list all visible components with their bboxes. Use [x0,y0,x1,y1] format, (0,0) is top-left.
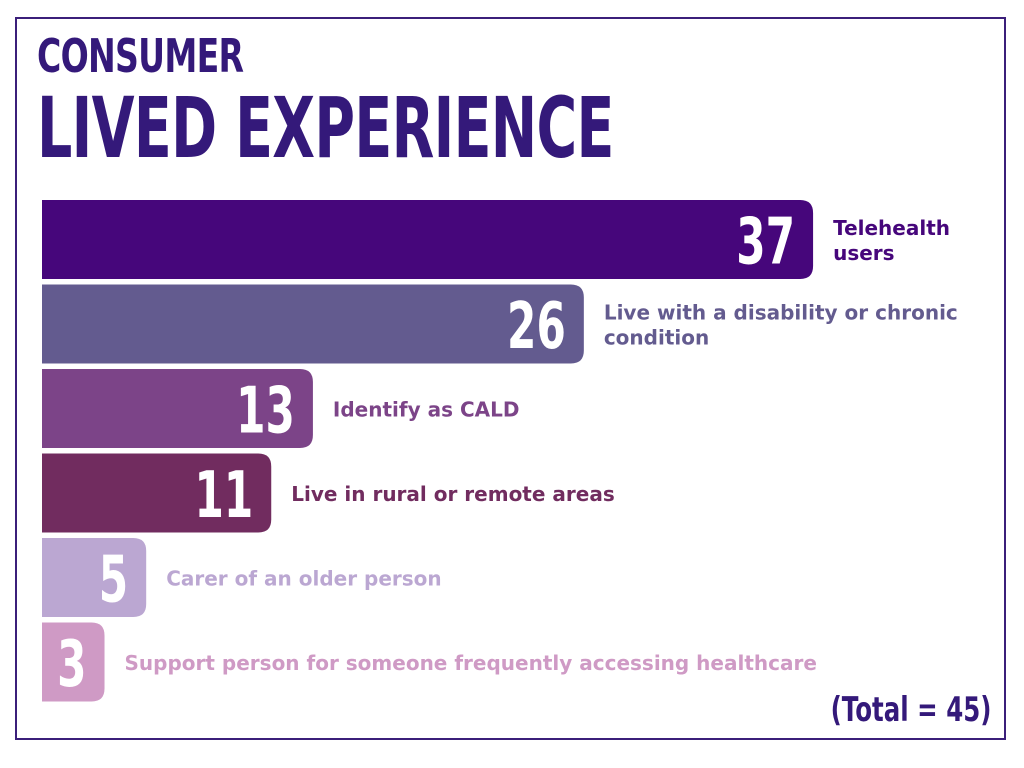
bar-value-label: 13 [236,373,295,447]
bar-category-label: Live with a disability or chronic conditi… [604,301,958,350]
bar-value-label: 5 [99,542,128,616]
bar [42,284,584,364]
bar [42,200,814,279]
bar [42,622,105,702]
bar-category-line: Carer of an older person [166,567,441,591]
bar-category-label: Support person for someone frequently ac… [125,651,817,675]
bar-value-label: 11 [194,458,253,532]
bar [42,369,313,448]
bar-category-line: Identify as CALD [333,398,520,422]
title-line-1: CONSUMER [37,29,244,83]
bar-group: 11 Live in rural or remote areas [42,453,615,533]
bar [42,538,147,617]
bar-value-label: 37 [736,204,795,278]
bar-category-label: Live in rural or remote areas [291,482,615,506]
bar-group: 3 Support person for someone frequently a… [42,622,817,702]
chart-frame [15,17,1006,740]
bar-category-line: Live with a disability or chronic [604,301,958,325]
bar-category-line: Support person for someone frequently ac… [125,651,817,675]
bar-category-line: Live in rural or remote areas [291,482,615,506]
bar-group: 5 Carer of an older person [42,538,442,617]
bar-group: 26 Live with a disability or chronic condi… [42,284,958,364]
bar-category-line: Telehealth [833,216,950,240]
bar-category-line: users [833,241,894,265]
bar-value-label: 26 [507,289,566,363]
bar-group: 13 Identify as CALD [42,369,519,448]
total-label: (Total = 45) [830,690,991,730]
bar [42,453,272,533]
bar-category-label: Identify as CALD [333,398,520,422]
bar-value-label: 3 [57,627,86,701]
bar-category-line: condition [604,326,709,350]
bar-category-label: Carer of an older person [166,567,441,591]
bar-group: 37 Telehealth users [42,200,950,279]
title-line-2: LIVED EXPERIENCE [37,79,614,177]
bar-category-label: Telehealth users [833,216,950,265]
